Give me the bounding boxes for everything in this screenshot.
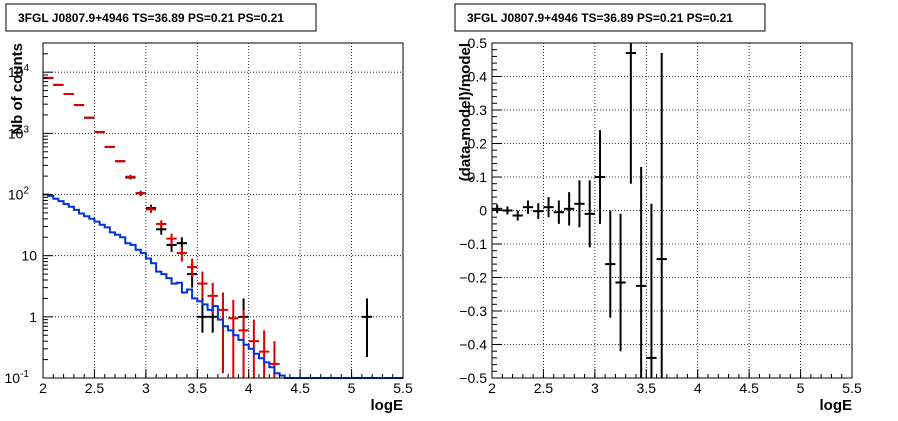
data-point: [63, 92, 74, 95]
x-tick-label: 3.5: [188, 380, 208, 396]
data-point: [615, 213, 626, 352]
data-point: [115, 160, 126, 163]
grid-lines: [492, 43, 852, 378]
data-point: [259, 330, 270, 378]
data-point: [646, 203, 657, 378]
y-tick-label: −0.5: [459, 370, 487, 386]
data-point: [166, 233, 177, 245]
y-tick-label: −0.3: [459, 303, 487, 319]
x-tick-label: 2.5: [534, 380, 554, 396]
y-tick-label: 0: [479, 203, 487, 219]
data-point: [176, 246, 187, 262]
y-tick-label: −0.4: [459, 337, 487, 353]
data-point: [512, 210, 523, 221]
title-box: [454, 3, 766, 32]
counts-panel: 3FGL J0807.9+4946 TS=36.89 PS=0.21 PS=0.…: [5, 3, 413, 414]
x-tick-label: 3.5: [637, 380, 657, 396]
plot-frame: [42, 42, 404, 379]
data-point: [543, 197, 554, 218]
data-point: [594, 130, 606, 224]
x-tick-label: 5: [797, 380, 805, 396]
y-axis-title: (data-model)/model: [457, 43, 474, 181]
data-point: [574, 180, 585, 228]
y-tick-label: 0.2: [468, 136, 488, 152]
data-point: [564, 192, 575, 226]
data-point: [656, 53, 667, 378]
x-tick-label: 4: [694, 380, 702, 396]
data-point: [145, 206, 157, 213]
x-tick-label: 5.5: [842, 380, 862, 396]
y-tick-label: 0.5: [468, 35, 488, 51]
y-tick-label: 0.1: [468, 169, 488, 185]
axes: 2 2.5 3 3.5 4 4.5 5 5.5 10-1 1 10 102 103 104: [5, 53, 413, 396]
x-tick-label: 3: [591, 380, 599, 396]
data-point: [197, 271, 208, 299]
data-point: [94, 131, 105, 134]
x-axis-title: logE: [371, 397, 404, 414]
data-point: [73, 104, 85, 107]
data-point: [53, 83, 64, 86]
x-tick-label: 4.5: [290, 380, 310, 396]
y-tick-label: 0.4: [468, 69, 488, 85]
x-tick-label: 4.5: [739, 380, 759, 396]
x-tick-label: 2: [488, 380, 496, 396]
data-point: [135, 191, 146, 196]
data-point: [228, 299, 239, 378]
data-point: [605, 210, 616, 318]
data-point: [553, 200, 564, 224]
x-tick-label: 2: [39, 380, 47, 396]
x-axis-title: logE: [820, 397, 853, 414]
data-point: [502, 206, 513, 215]
x-tick-label: 5: [348, 380, 356, 396]
residual-panel: 3FGL J0807.9+4946 TS=36.89 PS=0.21 PS=0.…: [454, 3, 862, 414]
data-point: [522, 200, 534, 214]
axes: 2 2.5 3 3.5 4 4.5 5 5.5 −0.5 −0.4 −0.3 −0.2 −0.1 0 0.1…: [459, 35, 862, 396]
data-point: [361, 298, 373, 358]
y-tick-label: −0.2: [459, 270, 487, 286]
x-tick-label: 2.5: [85, 380, 105, 396]
data-point: [84, 116, 95, 119]
y-tick-label: 0.3: [468, 102, 488, 118]
data-point: [156, 220, 167, 229]
data-point: [533, 203, 544, 219]
y-tick-label: −0.1: [459, 236, 487, 252]
data-point: [187, 258, 198, 277]
chart-title: 3FGL J0807.9+4946 TS=36.89 PS=0.21 PS=0.…: [18, 11, 284, 25]
x-tick-label: 3: [142, 380, 150, 396]
chart-title: 3FGL J0807.9+4946 TS=36.89 PS=0.21 PS=0.…: [467, 11, 733, 25]
grid-lines: [43, 43, 403, 378]
data-point: [492, 204, 503, 214]
data-point: [104, 145, 115, 148]
y-axis-title: Nb of counts: [9, 43, 26, 135]
data-point: [584, 180, 595, 248]
data-point: [125, 174, 136, 179]
data-point: [636, 166, 647, 378]
y-tick-label: 1: [29, 309, 37, 325]
y-tick-label: 10: [21, 248, 37, 264]
x-tick-label: 4: [245, 380, 253, 396]
y-tick-label: 102: [8, 186, 30, 203]
data-layer: [43, 76, 403, 379]
data-point: [217, 292, 229, 374]
y-tick-label: 104: [8, 63, 30, 80]
data-point: [625, 43, 636, 184]
x-tick-label: 5.5: [393, 380, 413, 396]
model-step-line: [43, 193, 403, 379]
y-tick-label: 103: [8, 124, 30, 141]
data-layer: [492, 43, 667, 378]
y-tick-label: 10-1: [5, 369, 30, 386]
title-box: [5, 3, 317, 32]
